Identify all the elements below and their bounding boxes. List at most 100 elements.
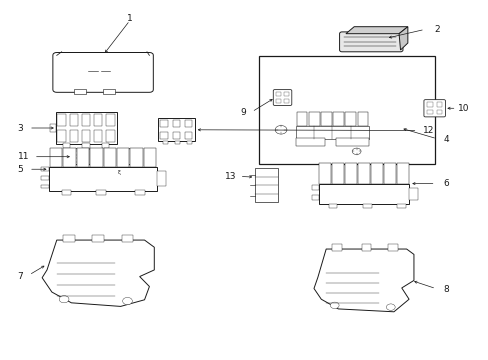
Bar: [131, 158, 137, 162]
Bar: [321, 112, 331, 126]
Bar: [427, 110, 432, 114]
FancyBboxPatch shape: [339, 32, 402, 52]
Bar: [143, 148, 156, 167]
Bar: [276, 92, 281, 96]
Bar: [427, 102, 432, 107]
Bar: [436, 102, 441, 107]
Text: 10: 10: [457, 104, 468, 113]
Bar: [436, 110, 441, 114]
Bar: [332, 112, 343, 126]
Bar: [311, 185, 318, 190]
Text: 1: 1: [127, 14, 133, 23]
Text: 7: 7: [17, 271, 23, 280]
Bar: [57, 130, 66, 142]
Text: ξ: ξ: [118, 170, 121, 175]
Bar: [296, 112, 307, 126]
Bar: [163, 141, 167, 144]
Bar: [82, 143, 89, 148]
Bar: [172, 132, 180, 139]
Bar: [77, 148, 89, 167]
Bar: [184, 121, 192, 127]
Bar: [90, 148, 102, 167]
Bar: [284, 99, 288, 103]
Bar: [81, 158, 87, 162]
Bar: [96, 190, 105, 195]
Text: 3: 3: [17, 123, 23, 132]
Bar: [106, 130, 115, 142]
Bar: [135, 190, 144, 195]
Bar: [370, 163, 382, 184]
Bar: [50, 124, 56, 132]
Bar: [41, 176, 49, 180]
Bar: [383, 163, 395, 184]
Text: 8: 8: [442, 285, 448, 294]
Bar: [81, 130, 90, 142]
Bar: [408, 188, 417, 200]
Bar: [259, 56, 434, 164]
Text: 12: 12: [422, 126, 433, 135]
Bar: [41, 185, 49, 188]
Bar: [295, 138, 325, 146]
Bar: [69, 130, 78, 142]
Bar: [63, 148, 76, 167]
Bar: [284, 92, 288, 96]
Bar: [295, 126, 368, 139]
Bar: [345, 163, 356, 184]
Polygon shape: [398, 27, 407, 50]
Bar: [328, 204, 337, 208]
Text: 9: 9: [240, 108, 245, 117]
Bar: [331, 244, 341, 251]
Bar: [160, 132, 167, 139]
Bar: [103, 148, 116, 167]
Circle shape: [330, 302, 338, 309]
Bar: [102, 143, 109, 148]
Text: 4: 4: [443, 135, 449, 144]
Bar: [122, 158, 128, 162]
Bar: [49, 167, 157, 191]
Bar: [362, 204, 371, 208]
Bar: [345, 112, 355, 126]
Bar: [319, 163, 330, 184]
Bar: [73, 151, 78, 155]
Bar: [92, 235, 104, 242]
Bar: [74, 89, 86, 94]
Bar: [175, 141, 180, 144]
Bar: [63, 143, 70, 148]
Bar: [56, 112, 116, 144]
Bar: [81, 114, 90, 126]
Text: 6: 6: [442, 179, 448, 188]
Bar: [160, 121, 167, 127]
Polygon shape: [313, 249, 413, 312]
Bar: [335, 138, 368, 146]
Bar: [94, 130, 102, 142]
Bar: [331, 163, 344, 184]
Bar: [361, 244, 370, 251]
Text: 13: 13: [224, 172, 236, 181]
Bar: [41, 167, 49, 171]
Bar: [103, 89, 115, 94]
Bar: [122, 235, 133, 242]
Circle shape: [386, 304, 394, 310]
Bar: [276, 99, 281, 103]
FancyBboxPatch shape: [119, 149, 141, 165]
Circle shape: [275, 126, 286, 134]
Text: 5: 5: [17, 165, 23, 174]
Text: 11: 11: [19, 152, 30, 161]
Bar: [311, 195, 318, 200]
Bar: [69, 114, 78, 126]
Bar: [63, 235, 75, 242]
Bar: [73, 158, 78, 162]
Bar: [50, 148, 62, 167]
Bar: [172, 121, 180, 127]
Bar: [184, 132, 192, 139]
Bar: [396, 163, 408, 184]
Circle shape: [59, 296, 69, 303]
Bar: [130, 148, 142, 167]
Circle shape: [122, 297, 132, 305]
Bar: [318, 184, 408, 204]
FancyBboxPatch shape: [423, 100, 445, 117]
Bar: [57, 114, 66, 126]
Bar: [106, 114, 115, 126]
Bar: [357, 112, 367, 126]
Bar: [117, 148, 129, 167]
